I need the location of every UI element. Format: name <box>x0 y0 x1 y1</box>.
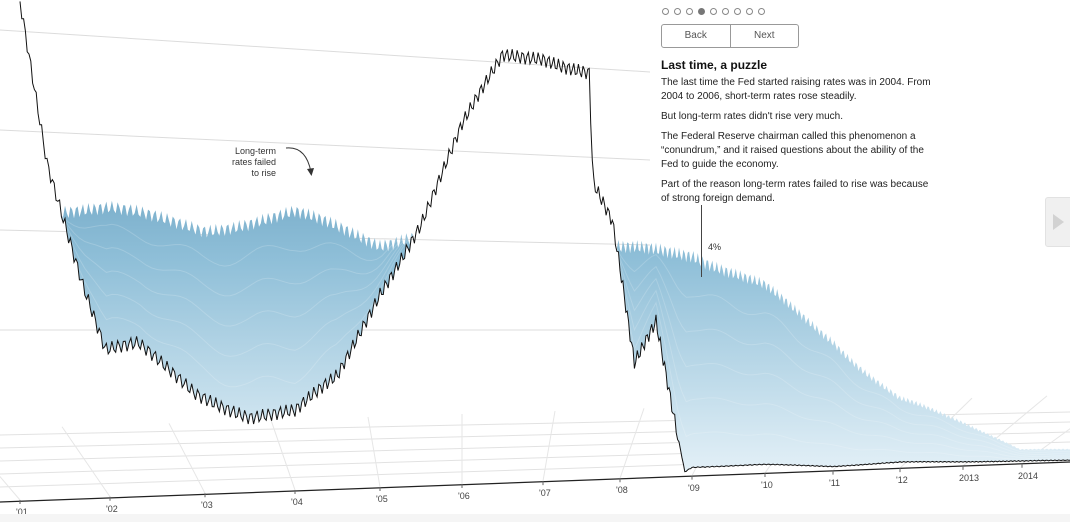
annotation-line: rates failed <box>232 157 277 167</box>
annotation-line: to rise <box>251 168 277 178</box>
slide-dots <box>662 8 931 15</box>
y-scale-line <box>701 205 702 277</box>
annotation-long-term: Long-term rates failed to rise <box>232 146 276 179</box>
x-axis-line <box>0 461 1070 503</box>
next-button[interactable]: Next <box>729 25 799 47</box>
slide-dot[interactable] <box>686 8 693 15</box>
floor-grid-line <box>0 475 21 501</box>
wall-grid-line <box>0 129 651 161</box>
annotation-arrow-icon <box>285 147 314 176</box>
slide-dot[interactable] <box>722 8 729 15</box>
yield-surface-area <box>20 1 1070 472</box>
story-paragraph: Part of the reason long-term rates faile… <box>661 179 929 204</box>
floor-grid-line <box>168 423 206 494</box>
floor-grid-line <box>542 410 556 482</box>
slide-dot[interactable] <box>734 8 741 15</box>
floor-grid-line <box>270 419 296 491</box>
y-label-4pct: 4% <box>708 242 722 252</box>
floor-grid-line <box>367 416 381 488</box>
story-paragraph: The last time the Fed started raising ra… <box>661 77 931 102</box>
slide-dot[interactable] <box>698 8 705 15</box>
side-next-button[interactable] <box>1045 197 1070 247</box>
footer-bar <box>0 514 1070 522</box>
x-tick-label: '06 <box>458 491 470 501</box>
x-tick-label: '03 <box>201 500 213 511</box>
story-panel: Back Next Last time, a puzzle The last t… <box>661 8 931 212</box>
x-tick-label: 2013 <box>959 472 980 483</box>
slide-dot[interactable] <box>710 8 717 15</box>
slide-dot[interactable] <box>746 8 753 15</box>
story-paragraph: The Federal Reserve chairman called this… <box>661 131 924 170</box>
back-button[interactable]: Back <box>684 30 707 41</box>
slide-dot[interactable] <box>674 8 681 15</box>
floor-grid-line <box>61 426 111 498</box>
slide-dot[interactable] <box>662 8 669 15</box>
story-paragraph: But long-term rates didn't rise very muc… <box>661 111 843 122</box>
story-title: Last time, a puzzle <box>661 58 768 72</box>
time-axis <box>0 461 1070 504</box>
annotation-line: Long-term <box>235 146 277 156</box>
short-term-line <box>19 1 1070 473</box>
x-tick-label: '12 <box>896 475 908 486</box>
nav-buttons: Back Next <box>661 24 799 48</box>
floor-grid-line <box>619 408 645 479</box>
x-tick-label: '09 <box>688 482 700 493</box>
x-tick-label: '08 <box>616 485 628 496</box>
x-tick-label: '01 <box>16 507 28 517</box>
short-term-rate-line <box>19 1 1070 473</box>
x-tick-label: 2014 <box>1018 470 1039 481</box>
play-arrow-icon <box>1053 214 1064 230</box>
wall-grid-line <box>0 29 651 73</box>
x-tick-label: '05 <box>376 493 388 504</box>
x-tick-label: '11 <box>829 477 841 488</box>
x-tick-label: '02 <box>106 503 118 514</box>
slide-dot[interactable] <box>758 8 765 15</box>
x-tick-label: '10 <box>761 480 773 491</box>
x-tick-label: '07 <box>539 488 551 499</box>
x-tick-label: '04 <box>291 497 303 508</box>
